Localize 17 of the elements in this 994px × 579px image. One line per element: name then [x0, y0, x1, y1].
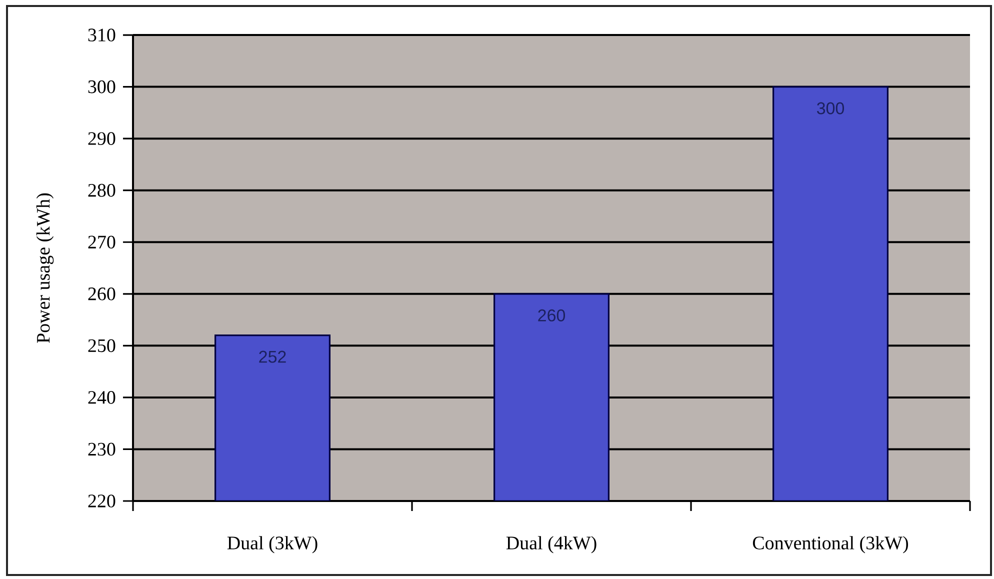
y-tick-label: 280	[88, 184, 116, 197]
y-tick-label: 230	[88, 442, 116, 456]
y-tick-label: 240	[88, 391, 116, 404]
y-axis-title: Power usage (kWh)	[36, 193, 54, 343]
y-tick-label: 260	[88, 287, 116, 300]
y-tick-label: 290	[88, 132, 116, 145]
x-tick-label: Dual (4kW)	[506, 536, 596, 554]
y-tick-label: 220	[88, 494, 116, 508]
x-tick-label: Dual (3kW)	[227, 536, 318, 554]
data-label: 300	[816, 102, 844, 114]
y-tick-label: 310	[88, 28, 116, 42]
data-label: 260	[538, 309, 566, 322]
y-tick-label: 250	[88, 339, 116, 352]
y-tick-label: 270	[88, 236, 116, 249]
data-label: 252	[259, 350, 286, 363]
x-tick-label: Conventional (3kW)	[752, 536, 908, 554]
y-tick-label: 300	[88, 80, 116, 94]
